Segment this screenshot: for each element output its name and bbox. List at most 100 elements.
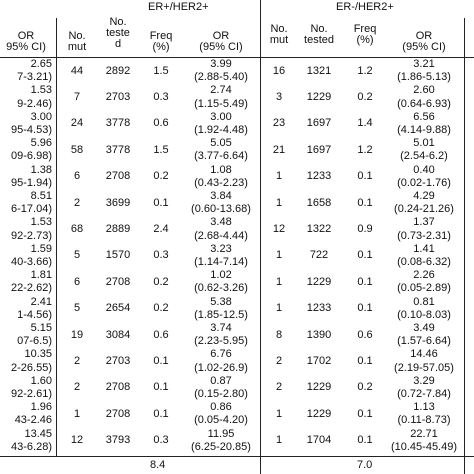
- mut-cell: 12: [70, 434, 84, 447]
- or-ci-cell: 1-4.56): [17, 308, 52, 321]
- ci-cell: (0.62-3.26): [194, 282, 248, 295]
- tested-cell: 2703: [105, 355, 131, 367]
- r-tested-cell: 1697: [306, 143, 332, 156]
- mut-cell: 1: [73, 407, 81, 420]
- freq-cell: 0.2: [153, 170, 169, 183]
- ci-cell: (6.25-20.85): [191, 440, 251, 453]
- tested-cell: 2708: [105, 275, 131, 288]
- r-or-cell: 3.49: [413, 322, 435, 334]
- freq-cell: 0.1: [153, 355, 169, 367]
- ci-cell: (0.60-13.68): [191, 203, 251, 216]
- or-cell: 5.38: [210, 295, 232, 308]
- r-tested-cell: 1233: [306, 170, 332, 183]
- or-ci-cell: 40-3.66): [11, 256, 52, 268]
- r-mut-cell: 1: [275, 170, 283, 183]
- mut-cell: 19: [70, 328, 84, 341]
- or-ci-cell: 5.15: [30, 322, 52, 334]
- or-cell: 11.95: [207, 427, 235, 440]
- r-tested-cell: 1390: [306, 328, 332, 341]
- r-freq-cell: 0.1: [357, 407, 373, 420]
- tested-cell: 2892: [105, 64, 131, 77]
- ci-cell: (0.15-2.80): [194, 388, 248, 400]
- or-cell: 1.08: [210, 163, 232, 176]
- column-divider: [260, 0, 261, 474]
- or-cell: 3.23: [210, 242, 232, 255]
- or-cell: 3.99: [210, 58, 232, 70]
- r-or-cell: 1.41: [413, 242, 435, 255]
- r-mut-cell: 1: [275, 302, 283, 315]
- tested-cell: 2703: [105, 91, 131, 103]
- ci-cell: (0.05-4.20): [194, 414, 248, 427]
- ci-cell: (1.02-26.9): [194, 361, 248, 374]
- ci-cell: (1.85-12.5): [194, 308, 248, 321]
- mid-total: 8.4: [150, 459, 166, 471]
- mut-cell: 68: [70, 223, 84, 235]
- r-freq-header: Freq (%): [353, 23, 377, 46]
- r-mut-cell: 1: [275, 196, 283, 209]
- r-or-cell: 4.29: [413, 190, 435, 202]
- r-mut-cell: 3: [275, 91, 283, 103]
- or-ci-cell: 92-2.61): [11, 388, 52, 400]
- r-mut-cell: 1: [275, 407, 283, 420]
- or-cell: 2.74: [210, 84, 232, 97]
- r-ci-cell: (0.64-6.93): [397, 97, 451, 110]
- r-mut-cell: 2: [275, 355, 283, 367]
- r-ci-cell: (10.45-45.49): [390, 440, 458, 453]
- r-mut-cell: 16: [272, 64, 286, 77]
- freq-cell: 1.5: [153, 143, 169, 156]
- r-tested-cell: 1229: [306, 407, 332, 420]
- tested-cell: 2708: [105, 381, 131, 394]
- freq-header: Freq (%): [149, 30, 173, 53]
- r-or-cell: 5.01: [413, 137, 435, 150]
- or-ci-cell: 5.96: [30, 137, 52, 150]
- r-or-cell: 3.21: [413, 58, 435, 70]
- r-mut-header: No. mut: [269, 23, 289, 46]
- column-divider: [464, 18, 465, 474]
- r-or-cell: 1.37: [413, 216, 435, 229]
- mut-cell: 7: [73, 91, 81, 103]
- r-freq-cell: 0.2: [357, 91, 373, 103]
- r-freq-cell: 0.1: [357, 275, 373, 288]
- mut-cell: 5: [73, 302, 81, 315]
- or-ci-cell: 9-2.46): [17, 97, 52, 110]
- or-ci-cell: 2-26.55): [11, 361, 52, 374]
- freq-cell: 0.3: [153, 91, 169, 103]
- right-total: 7.0: [357, 459, 373, 471]
- or-ci-cell: 1.96: [30, 401, 52, 414]
- r-tested-cell: 1697: [306, 117, 332, 130]
- r-tested-cell: 1229: [306, 381, 332, 394]
- or-ci-cell: 10.35: [24, 348, 52, 361]
- r-freq-cell: 0.1: [357, 196, 373, 209]
- body-bottom-rule: [0, 456, 474, 457]
- tested-cell: 3778: [105, 117, 131, 130]
- freq-cell: 0.1: [153, 407, 169, 420]
- mut-header: No. mut: [67, 30, 87, 53]
- r-tested-cell: 1229: [306, 275, 332, 288]
- r-or-header: OR (95% CI): [402, 30, 446, 53]
- tested-header: No. teste d: [106, 16, 130, 50]
- mut-cell: 6: [73, 275, 81, 288]
- or-ci-cell: 09-6.98): [11, 150, 52, 163]
- r-mut-cell: 23: [272, 117, 286, 130]
- r-tested-cell: 1233: [306, 302, 332, 315]
- column-divider: [56, 18, 57, 456]
- r-mut-cell: 1: [275, 275, 283, 288]
- tested-cell: 2708: [105, 170, 131, 183]
- r-or-cell: 1.13: [413, 401, 435, 414]
- or-ci-cell: 6-17.04): [11, 203, 52, 216]
- r-freq-cell: 0.6: [357, 328, 373, 341]
- or-cell: 5.05: [210, 137, 232, 150]
- ci-cell: (3.77-6.64): [194, 150, 248, 163]
- or-ci-cell: 8.51: [30, 190, 52, 202]
- or-ci-cell: 1.59: [30, 242, 52, 255]
- group-title-er-pos-her2-pos: ER+/HER2+: [148, 1, 209, 13]
- r-or-cell: 3.29: [413, 374, 435, 387]
- mut-cell: 2: [73, 381, 81, 394]
- or-ci-cell: 95-4.53): [11, 124, 52, 136]
- r-freq-cell: 0.9: [357, 223, 373, 235]
- r-freq-cell: 1.2: [357, 64, 373, 77]
- ci-cell: (2.23-5.95): [194, 335, 248, 348]
- or-header: OR (95% CI): [199, 30, 243, 53]
- r-tested-cell: 1658: [306, 196, 332, 209]
- or-cell: 6.76: [210, 348, 232, 361]
